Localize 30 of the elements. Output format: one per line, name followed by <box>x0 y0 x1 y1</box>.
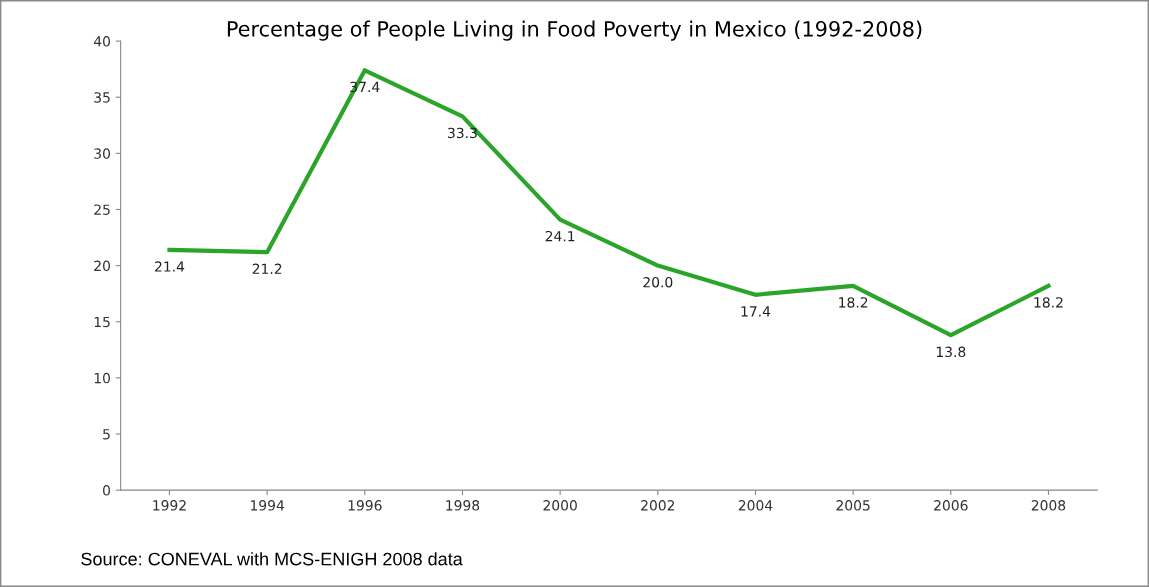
text: 20.0 <box>643 276 673 288</box>
x-tick-label: 1998 <box>446 500 480 511</box>
x-tick-label: 1994 <box>250 500 285 511</box>
text: 21.4 <box>155 261 185 272</box>
x-tick-label: 2005 <box>836 500 870 511</box>
y-tick-label: 15 <box>94 316 110 328</box>
x-tick-label: 1996 <box>348 500 382 511</box>
y-tick-label: 10 <box>94 372 110 384</box>
text: 21.2 <box>252 263 282 274</box>
text: 18.2 <box>839 297 868 308</box>
x-tick-label: 2000 <box>543 500 577 511</box>
x-tick-label: 1992 <box>153 500 186 511</box>
chart-title: Percentage of People Living in Food Poverty in Mexico (1992-2008) <box>227 20 922 41</box>
text: 13.8 <box>936 346 966 358</box>
y-tick-label: 40 <box>93 36 110 47</box>
x-tick-label: 2002 <box>641 500 675 511</box>
text: 33.3 <box>448 127 477 139</box>
x-tick-label: 2008 <box>1031 500 1066 511</box>
y-tick-label: 30 <box>94 148 110 159</box>
x-tick-label: 2006 <box>934 500 968 511</box>
y-tick-label: 20 <box>94 260 110 272</box>
y-tick-label: 25 <box>94 204 110 215</box>
y-tick-label: 0 <box>103 485 110 496</box>
source-note: Source: CONEVAL with MCS-ENIGH 2008 data <box>81 552 463 566</box>
text: 24.1 <box>545 230 575 242</box>
text: 17.4 <box>741 306 771 317</box>
x-tick-label: 2004 <box>738 500 773 511</box>
text: 18.2 <box>1034 297 1063 308</box>
y-tick-label: 5 <box>103 429 110 440</box>
y-tick-label: 35 <box>94 92 110 103</box>
